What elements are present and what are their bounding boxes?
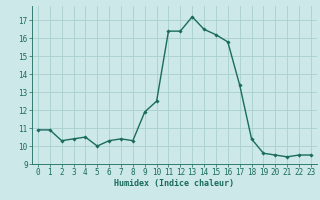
X-axis label: Humidex (Indice chaleur): Humidex (Indice chaleur): [115, 179, 234, 188]
